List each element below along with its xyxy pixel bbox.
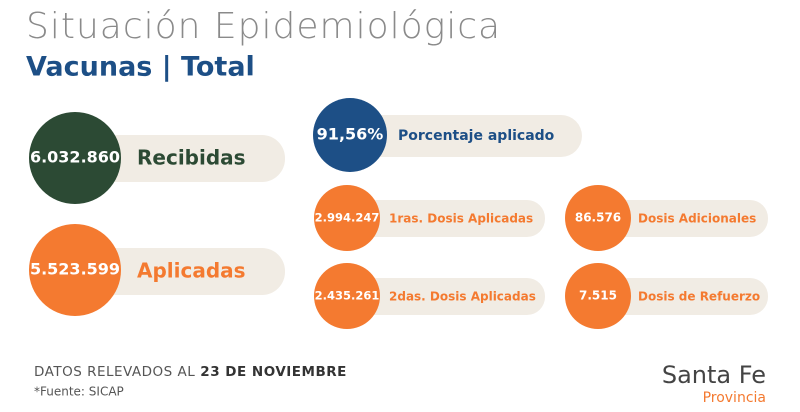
circle: [565, 185, 631, 251]
label: Porcentaje aplicado: [398, 128, 555, 144]
pill: [598, 200, 768, 237]
pill: [75, 135, 285, 182]
label: 1ras. Dosis Aplicadas: [389, 212, 533, 226]
label: Dosis Adicionales: [638, 212, 756, 226]
circle: [29, 112, 121, 204]
footer-text: DATOS RELEVADOS AL 23 DE NOVIEMBRE: [34, 364, 347, 380]
circle: [314, 263, 380, 329]
value: 2.435.261: [315, 289, 380, 303]
footer-source: *Fuente: SICAP: [34, 385, 124, 399]
logo-name: Santa Fe: [662, 361, 766, 389]
value: 7.515: [579, 289, 617, 303]
footer-prefix: DATOS RELEVADOS AL: [34, 364, 195, 380]
pill: [347, 200, 545, 237]
pill: [75, 248, 285, 295]
pill: [598, 278, 768, 315]
pill: [347, 278, 545, 315]
circle: [314, 185, 380, 251]
value: 2.994.247: [315, 211, 380, 225]
value: 5.523.599: [30, 260, 120, 279]
label: Dosis de Refuerzo: [638, 290, 760, 304]
label: Recibidas: [137, 146, 246, 170]
subtitle: Vacunas | Total: [26, 52, 255, 83]
circle: [29, 224, 121, 316]
circle: [313, 98, 387, 172]
label: 2das. Dosis Aplicadas: [389, 290, 536, 304]
value: 86.576: [575, 211, 621, 225]
value: 6.032.860: [30, 148, 120, 167]
circle: [565, 263, 631, 329]
pill: [350, 115, 582, 157]
value: 91,56%: [317, 125, 384, 144]
label: Aplicadas: [137, 259, 246, 283]
footer-date: 23 DE NOVIEMBRE: [200, 364, 347, 380]
logo-sub: Provincia: [703, 390, 766, 406]
title: Situación Epidemiológica: [26, 6, 501, 47]
